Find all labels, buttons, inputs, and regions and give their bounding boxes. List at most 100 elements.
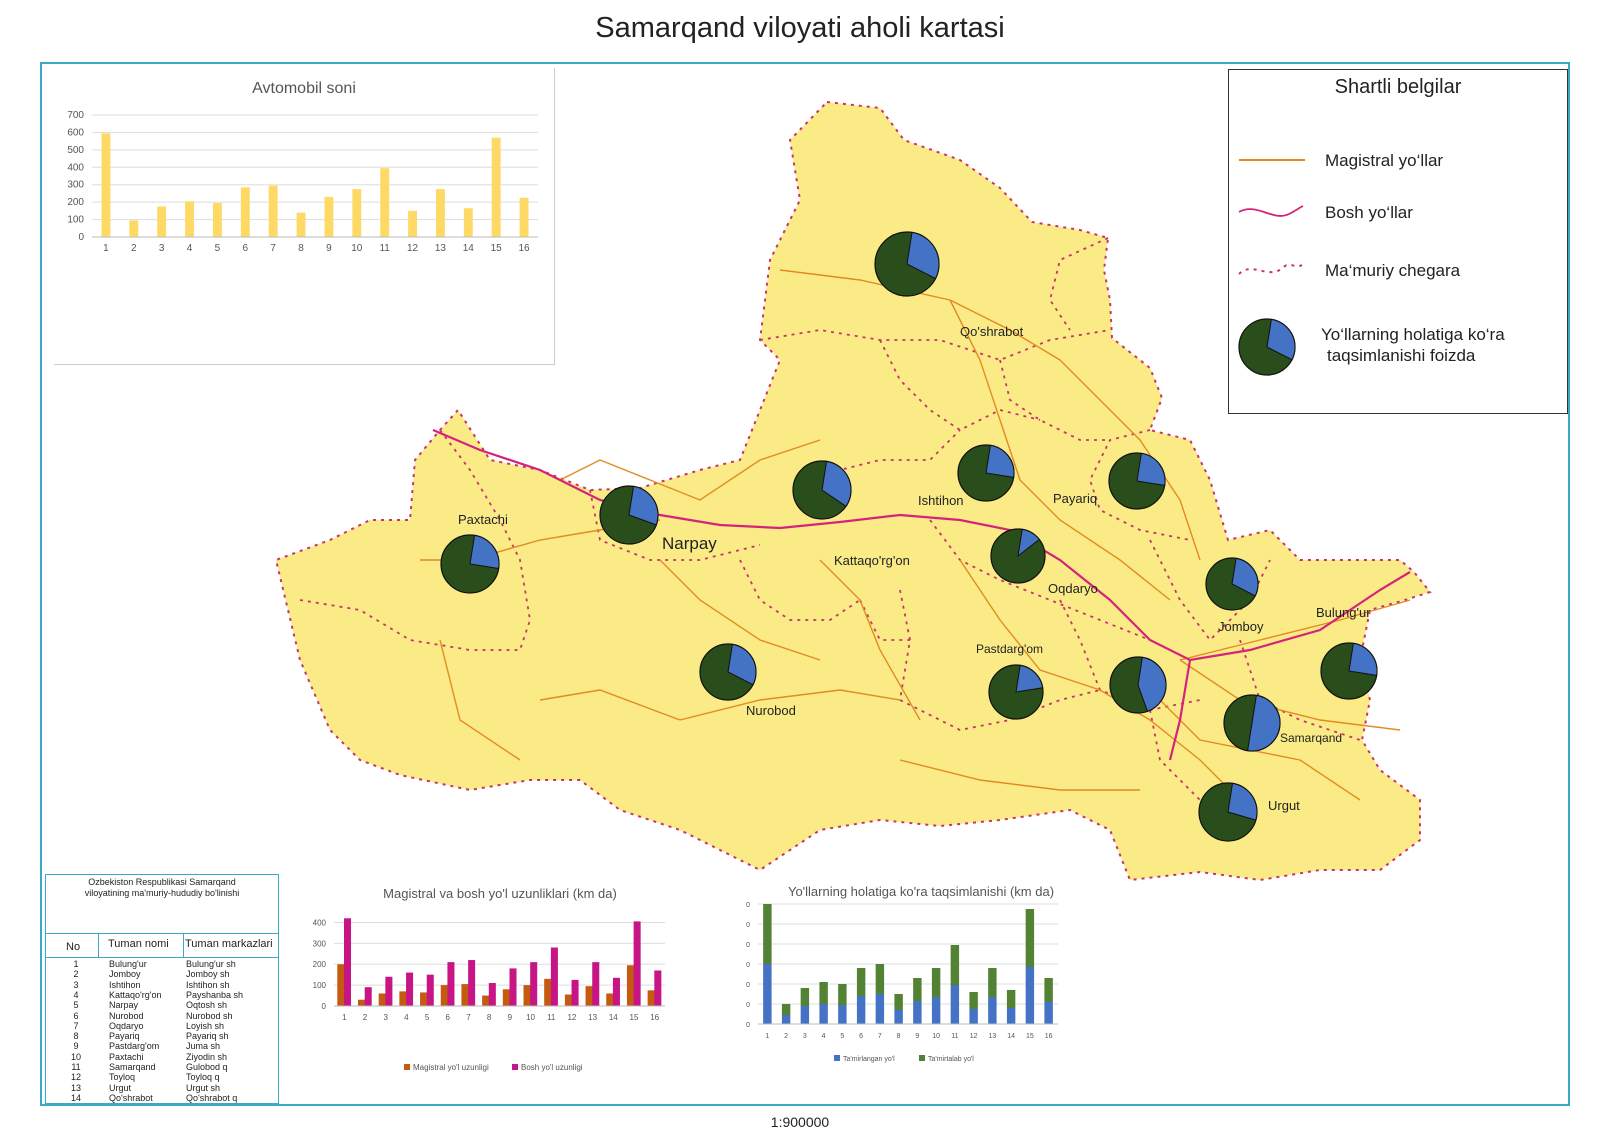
roads-length-chart: Magistral va bosh yo'l uzunliklari (km d… bbox=[310, 878, 690, 1098]
bar bbox=[324, 196, 334, 237]
x-tick-label: 9 bbox=[915, 1033, 919, 1040]
bar bbox=[461, 984, 469, 1006]
x-tick-label: 14 bbox=[609, 1013, 618, 1022]
x-tick-label: 4 bbox=[822, 1033, 826, 1040]
x-tick-label: 11 bbox=[547, 1013, 556, 1022]
table-cell: Oqtosh sh bbox=[186, 1000, 228, 1011]
table-cell: Bulung'ur sh bbox=[186, 959, 236, 969]
table-caption: Ozbekiston Respublikasi Samarqand viloya… bbox=[46, 877, 278, 899]
y-tick-label: 400 bbox=[746, 942, 750, 949]
x-tick-label: 16 bbox=[1045, 1033, 1053, 1040]
x-tick-label: 16 bbox=[650, 1013, 659, 1022]
x-tick-label: 6 bbox=[446, 1013, 451, 1022]
bar bbox=[426, 974, 434, 1006]
bar bbox=[819, 1004, 828, 1024]
pie-icon bbox=[1238, 318, 1296, 376]
y-tick-label: 0 bbox=[78, 232, 84, 243]
table-cell: 8 bbox=[73, 1031, 79, 1042]
table-cell: 7 bbox=[73, 1020, 79, 1031]
table-header-markaz: Tuman markazlari bbox=[185, 938, 273, 950]
y-tick-label: 600 bbox=[746, 902, 750, 909]
bar bbox=[337, 964, 345, 1006]
y-tick-label: 100 bbox=[313, 981, 327, 990]
table-cell: 4 bbox=[73, 989, 79, 1000]
avtomobil-chart: Avtomobil soni 0 100 200 300 400 500 600 700 1 2 3… bbox=[54, 68, 555, 365]
roads-length-chart-title: Magistral va bosh yo'l uzunliklari (km d… bbox=[383, 886, 617, 901]
bar bbox=[364, 987, 372, 1006]
y-tick-label: 200 bbox=[67, 197, 84, 208]
table-divider-top bbox=[46, 933, 278, 934]
table-cell: Qo'shrabot q bbox=[186, 1092, 238, 1103]
table-cell: Toyloq bbox=[109, 1072, 136, 1083]
bar bbox=[612, 977, 620, 1006]
bar bbox=[509, 968, 517, 1006]
bar bbox=[654, 970, 662, 1006]
bar bbox=[931, 968, 941, 997]
x-tick-label: 13 bbox=[435, 243, 447, 254]
map-label-jomboy: Jomboy bbox=[1218, 619, 1264, 634]
roads-condition-chart: Yo'llarning holatiga ko'ra taqsimlanishi… bbox=[746, 876, 1096, 1096]
legend-swatch bbox=[834, 1055, 840, 1061]
avtomobil-chart-title: Avtomobil soni bbox=[252, 80, 356, 97]
bar bbox=[502, 989, 510, 1006]
table-cell: Urgut bbox=[109, 1082, 132, 1093]
bar bbox=[408, 210, 418, 237]
y-tick-label: 500 bbox=[67, 145, 84, 156]
map-legend: Shartli belgilar Magistral yo‘llar Bosh … bbox=[1228, 69, 1568, 414]
bar bbox=[819, 982, 828, 1004]
y-tick-label: 300 bbox=[313, 939, 327, 948]
bar bbox=[647, 990, 655, 1006]
bar bbox=[931, 997, 941, 1024]
bar bbox=[530, 962, 538, 1006]
x-tick-label: 3 bbox=[803, 1033, 807, 1040]
bar bbox=[763, 904, 772, 964]
legend-label-chegara: Ma‘muriy chegara bbox=[1325, 261, 1461, 280]
x-tick-label: 6 bbox=[243, 243, 249, 254]
table-cell: Urgut sh bbox=[186, 1082, 221, 1093]
bar bbox=[913, 978, 922, 1001]
table-cell: Qo'shrabot bbox=[109, 1092, 153, 1103]
bar bbox=[468, 960, 476, 1006]
bar bbox=[781, 1015, 791, 1024]
table-cell: Bulung'ur bbox=[109, 959, 147, 969]
bar bbox=[491, 137, 501, 237]
table-cell: Jomboy bbox=[109, 969, 141, 980]
y-tick-label: 200 bbox=[313, 960, 327, 969]
bar bbox=[875, 964, 885, 994]
legend-swatch bbox=[512, 1064, 518, 1070]
bar bbox=[447, 962, 455, 1006]
table-row: 10 Paxtachi Ziyodin sh bbox=[46, 1052, 278, 1062]
x-tick-label: 6 bbox=[859, 1033, 863, 1040]
table-col-divider-1 bbox=[98, 933, 99, 957]
table-cell: Ishtihon sh bbox=[186, 979, 230, 990]
bar bbox=[482, 995, 490, 1006]
table-cell: Payariq bbox=[109, 1031, 140, 1042]
bar bbox=[343, 918, 352, 1006]
dotted-border-icon bbox=[1238, 263, 1304, 275]
legend-label-pie-line1: Yo‘llarning holatiga ko‘ra bbox=[1321, 325, 1505, 344]
series-legend-label: Ta'mirlangan yo'l bbox=[843, 1056, 895, 1063]
table-row: 13 Urgut Urgut sh bbox=[46, 1083, 278, 1093]
x-tick-label: 1 bbox=[342, 1013, 347, 1022]
table-cell: 11 bbox=[71, 1062, 81, 1072]
bar bbox=[185, 201, 195, 237]
map-label-narpay: Narpay bbox=[662, 534, 717, 553]
x-tick-label: 11 bbox=[951, 1033, 958, 1040]
legend-symbols bbox=[1238, 159, 1305, 376]
bar bbox=[856, 996, 866, 1024]
bar bbox=[544, 978, 552, 1006]
pie-qo-shrabot-icon bbox=[874, 231, 940, 297]
x-tick-label: 7 bbox=[878, 1033, 882, 1040]
table-cell: Paxtachi bbox=[109, 1051, 144, 1062]
table-cell: Jomboy sh bbox=[186, 969, 230, 980]
bar bbox=[357, 999, 366, 1006]
bar bbox=[240, 187, 250, 237]
bar bbox=[585, 986, 593, 1006]
x-tick-label: 9 bbox=[508, 1013, 513, 1022]
x-tick-label: 13 bbox=[588, 1013, 597, 1022]
x-tick-label: 16 bbox=[519, 243, 531, 254]
map-label-pastdarg-om: Pastdarg'om bbox=[976, 642, 1043, 656]
bar bbox=[838, 984, 847, 1005]
table-divider-header bbox=[46, 957, 278, 958]
bar bbox=[800, 988, 810, 1006]
